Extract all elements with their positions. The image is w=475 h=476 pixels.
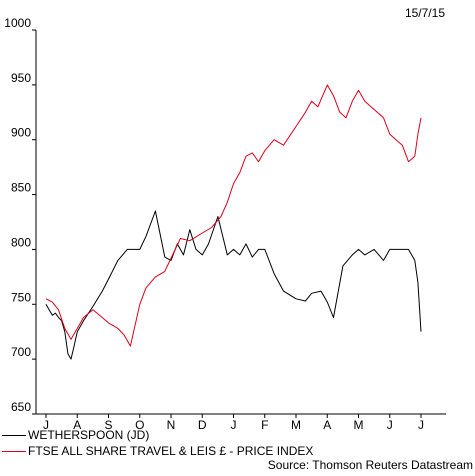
x-tick-label: J xyxy=(231,418,237,432)
chart-legend: WETHERSPOON (JD) FTSE ALL SHARE TRAVEL &… xyxy=(0,427,475,459)
y-tick-label: 700 xyxy=(11,345,31,359)
legend-item-wetherspoon: WETHERSPOON (JD) xyxy=(0,427,475,443)
x-tick-label: N xyxy=(167,418,176,432)
y-tick-label: 800 xyxy=(11,235,31,249)
x-tick-label: O xyxy=(135,418,144,432)
legend-swatch-ftse xyxy=(2,451,26,452)
y-tick-label: 900 xyxy=(11,126,31,140)
x-tick-label: J xyxy=(418,418,424,432)
series-line-wetherspoon xyxy=(45,210,422,360)
y-tick-label: 750 xyxy=(11,290,31,304)
source-note: Source: Thomson Reuters Datastream xyxy=(267,458,473,472)
legend-label-wetherspoon: WETHERSPOON (JD) xyxy=(28,428,150,442)
y-tick-label: 850 xyxy=(11,181,31,195)
x-tick-label: J xyxy=(387,418,393,432)
x-tick-label: A xyxy=(323,418,331,432)
x-tick-label: F xyxy=(261,418,268,432)
legend-label-ftse: FTSE ALL SHARE TRAVEL & LEIS £ - PRICE I… xyxy=(28,444,314,458)
y-tick-label: 950 xyxy=(11,71,31,85)
x-tick-label: J xyxy=(43,418,49,432)
series-line-ftse-travel-leisure xyxy=(45,84,422,347)
x-tick-label: M xyxy=(354,418,364,432)
x-tick-label: D xyxy=(198,418,207,432)
y-tick-label: 650 xyxy=(11,400,31,414)
legend-swatch-wetherspoon xyxy=(2,435,26,436)
chart-date: 15/7/15 xyxy=(404,6,445,20)
legend-item-ftse-travel-leisure: FTSE ALL SHARE TRAVEL & LEIS £ - PRICE I… xyxy=(0,443,475,459)
x-tick-label: M xyxy=(291,418,301,432)
y-tick-label: 1000 xyxy=(4,16,31,30)
x-tick-label: S xyxy=(104,418,112,432)
x-tick-label: A xyxy=(73,418,81,432)
